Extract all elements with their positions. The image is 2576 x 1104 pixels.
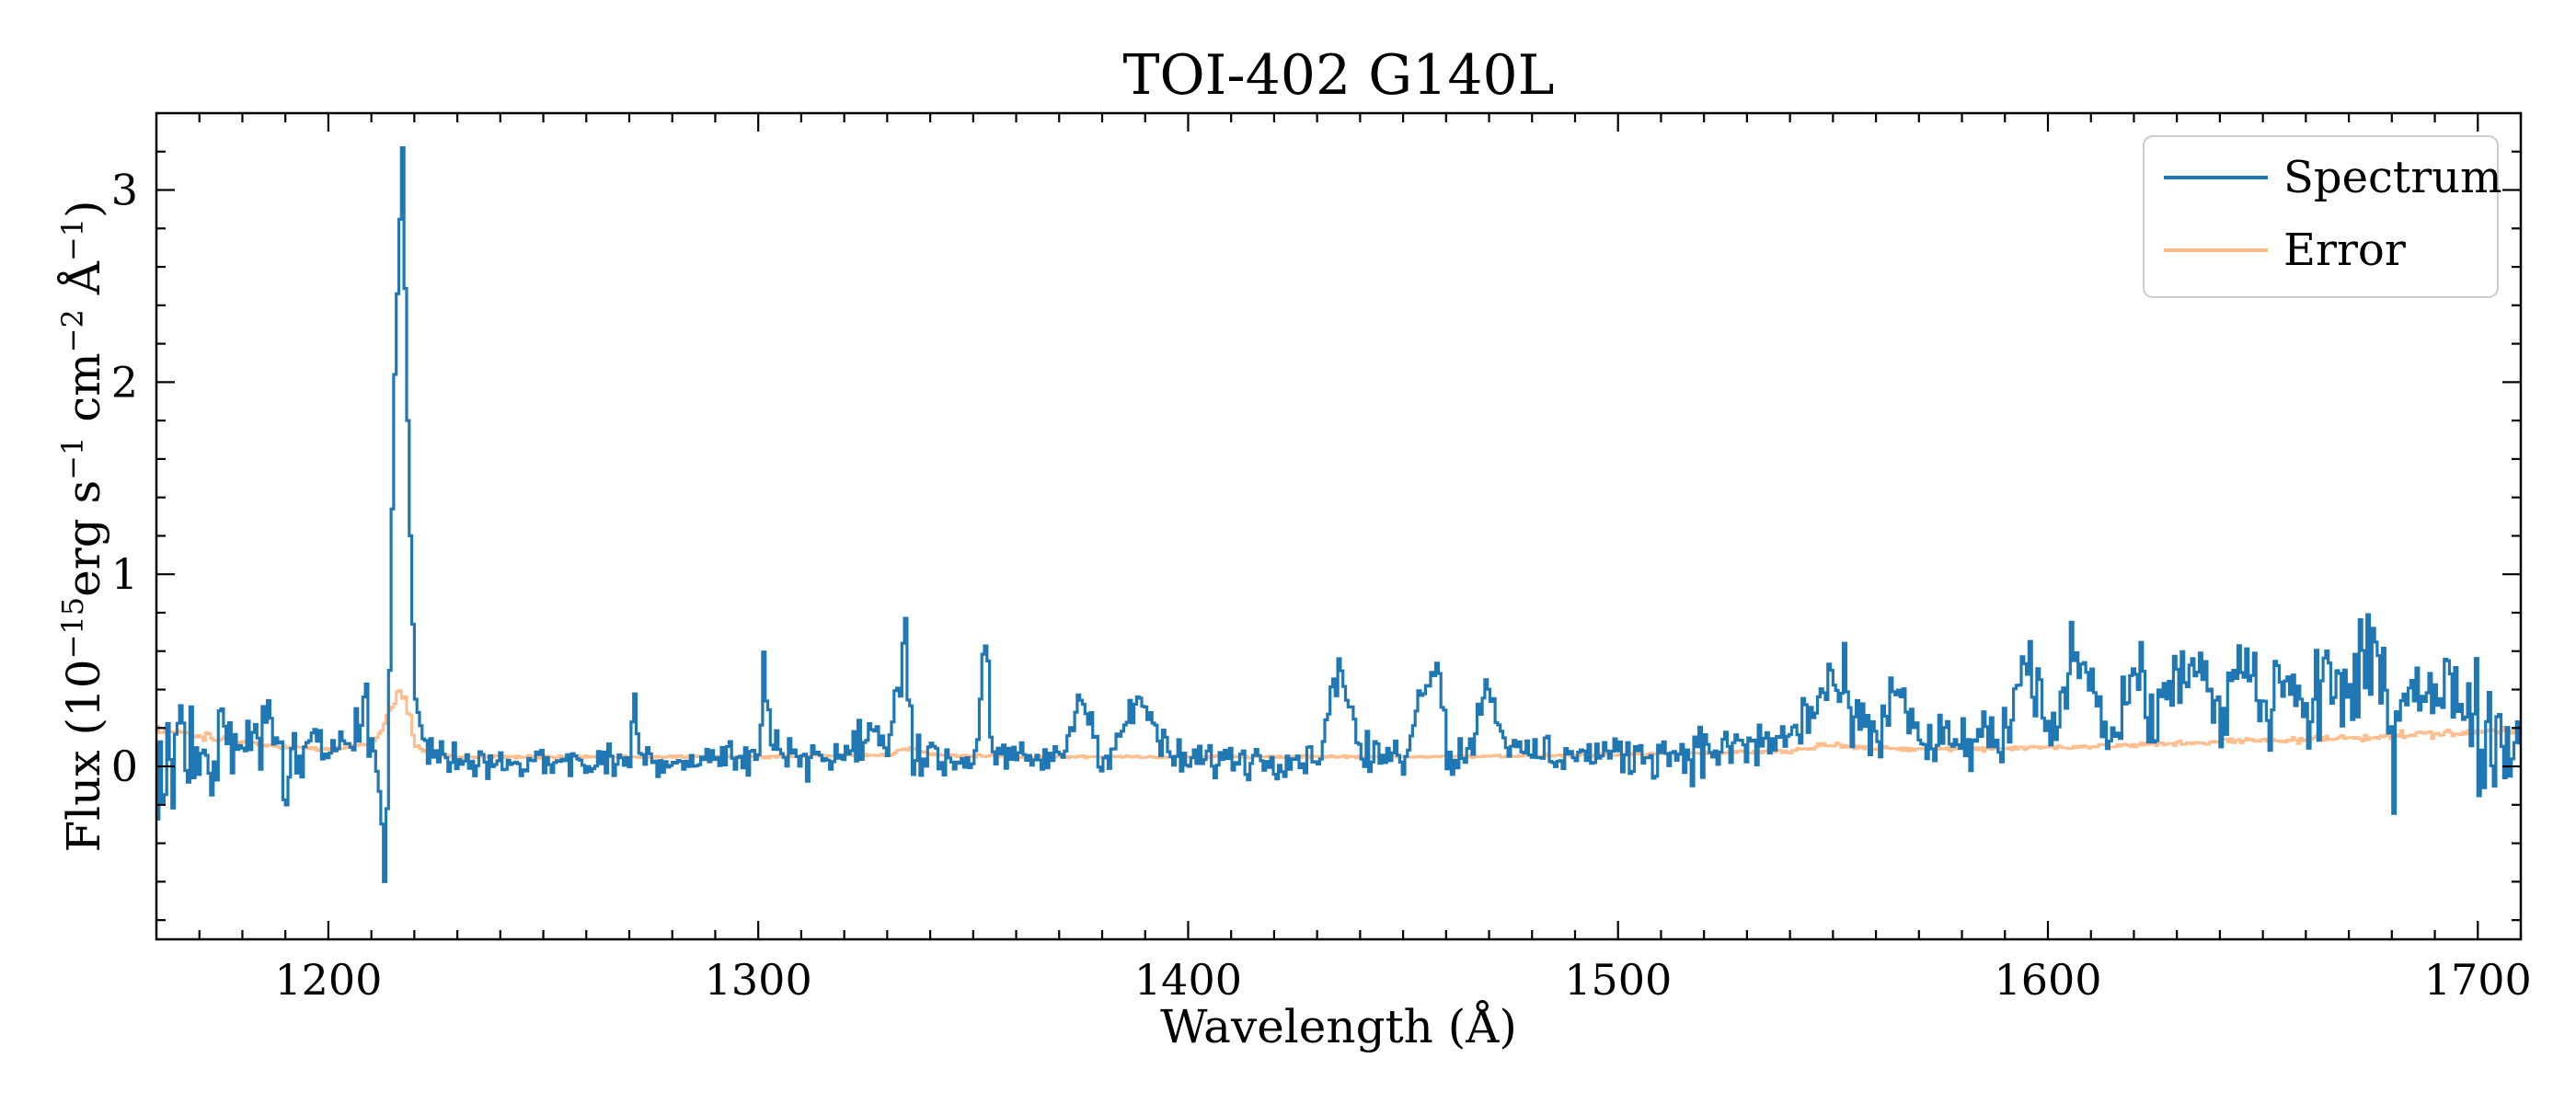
y-tick-labels: 0 1 2 3 xyxy=(111,166,138,792)
spectrum-series xyxy=(156,146,2521,883)
plot-frame xyxy=(155,111,2523,941)
y-tick-label: 1 xyxy=(111,549,138,599)
y-axis-label: Flux (10−15erg s−1 cm−2 Å−1) xyxy=(55,200,110,852)
x-tick-label: 1200 xyxy=(274,955,382,1005)
y-label-mid2: cm xyxy=(57,352,110,436)
y-label-exp4: −1 xyxy=(55,218,90,261)
y-tick-label: 0 xyxy=(111,742,138,791)
x-tick-labels: 1200 1300 1400 1500 1600 1700 xyxy=(274,955,2531,1005)
y-label-suffix: ) xyxy=(57,200,110,218)
y-label-exp1: −15 xyxy=(55,597,90,660)
spectrum-line xyxy=(156,146,2521,883)
chart-title: TOI-402 G140L xyxy=(1122,43,1554,108)
x-tick-label: 1300 xyxy=(705,955,812,1005)
y-label-mid3: Å xyxy=(56,260,110,309)
x-tick-label: 1600 xyxy=(1994,955,2101,1005)
x-tick-label: 1700 xyxy=(2424,955,2532,1005)
axis-ticks xyxy=(156,113,2523,939)
x-tick-label: 1400 xyxy=(1134,955,1242,1005)
legend-label-spectrum: Spectrum xyxy=(2283,152,2502,203)
y-label-mid1: erg s xyxy=(57,480,110,597)
error-series xyxy=(156,689,2521,760)
y-label-exp3: −2 xyxy=(55,309,90,352)
y-tick-label: 3 xyxy=(111,166,138,215)
y-label-exp2: −1 xyxy=(55,437,90,480)
x-tick-label: 1500 xyxy=(1564,955,1672,1005)
x-axis-label: Wavelength (Å) xyxy=(1160,999,1517,1053)
y-label-prefix: Flux (10 xyxy=(57,659,110,852)
legend: Spectrum Error xyxy=(2143,135,2502,298)
error-line xyxy=(156,689,2521,760)
y-tick-label: 2 xyxy=(111,357,138,407)
legend-label-error: Error xyxy=(2283,224,2406,276)
